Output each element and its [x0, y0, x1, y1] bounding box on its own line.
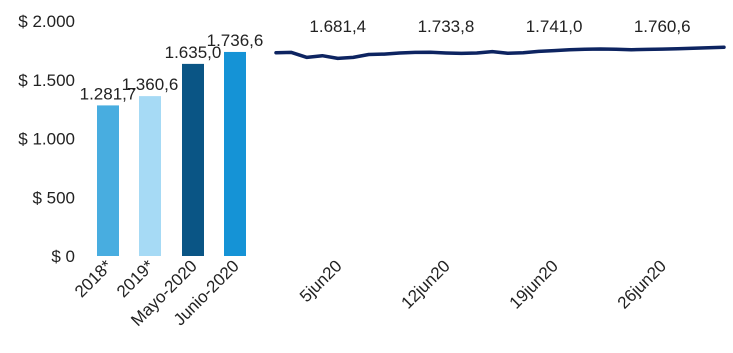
y-tick-label: $ 2.000	[18, 12, 75, 31]
line-value-label: 1.681,4	[309, 17, 366, 36]
line-series	[274, 45, 726, 61]
line-value-label: 1.741,0	[526, 17, 583, 36]
line-x-tick-labels: 5jun20 12jun20 19jun20 26jun20	[296, 256, 670, 312]
y-tick-label: $ 1.000	[18, 130, 75, 149]
bar-value-label: 1.736,6	[207, 31, 264, 50]
bar	[97, 105, 119, 256]
bar-value-labels: 1.281,71.360,6 1.635,01.736,6	[80, 31, 264, 103]
line-value-label: 1.760,6	[634, 17, 691, 36]
bar-value-label: 1.635,0	[165, 43, 222, 62]
line-annotations: 1.681,4 1.733,8 1.741,0 1.760,6	[309, 17, 690, 36]
y-tick-label: $ 0	[51, 247, 75, 266]
bar	[139, 96, 161, 256]
bar-value-label: 1.360,6	[122, 75, 179, 94]
y-tick-label: $ 500	[32, 188, 75, 207]
y-axis: $ 0 $ 500 $ 1.000 $ 1.500 $ 2.000	[18, 12, 75, 266]
y-tick-label: $ 1.500	[18, 71, 75, 90]
line-path	[274, 45, 726, 61]
bar-series	[97, 51, 246, 257]
line-x-tick-label: 26jun20	[614, 256, 670, 312]
bar	[224, 51, 246, 257]
line-x-tick-label: 12jun20	[398, 256, 454, 312]
bar-value-label: 1.281,7	[80, 84, 137, 103]
line-x-tick-label: 5jun20	[296, 256, 346, 306]
line-value-label: 1.733,8	[418, 17, 475, 36]
line-x-tick-label: 19jun20	[506, 256, 562, 312]
bar	[182, 63, 204, 257]
bar-category-label: 2018*	[71, 256, 116, 301]
